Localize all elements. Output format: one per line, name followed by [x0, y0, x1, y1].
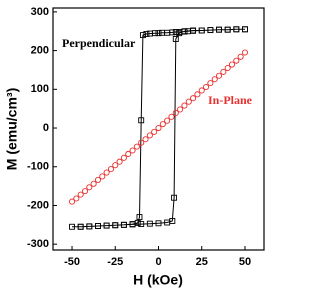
x-tick-label: 0 [155, 256, 161, 268]
point [155, 220, 162, 227]
point [146, 30, 153, 37]
point [203, 83, 210, 91]
point [139, 32, 146, 39]
point [143, 30, 150, 37]
point [242, 26, 248, 33]
point [155, 124, 162, 132]
y-tick-label: 300 [31, 6, 49, 18]
point [103, 222, 110, 229]
point [224, 26, 231, 33]
point [159, 121, 166, 128]
y-tick-label: -200 [27, 199, 49, 211]
x-axis-title: H (kOe) [133, 272, 183, 288]
y-tick-label: 0 [43, 122, 49, 134]
point [181, 28, 188, 35]
point [233, 57, 240, 64]
point [190, 95, 197, 102]
point [168, 113, 175, 120]
point [181, 102, 188, 109]
point [129, 147, 136, 154]
point [159, 29, 165, 36]
point [151, 128, 158, 135]
point [129, 221, 136, 228]
x-tick-label: 25 [196, 256, 208, 268]
point [224, 64, 231, 72]
point [171, 194, 178, 201]
point [120, 221, 127, 228]
x-tick-label: -50 [64, 256, 80, 268]
y-tick-label: 200 [31, 44, 49, 56]
point [207, 27, 214, 34]
point [215, 72, 223, 79]
point [69, 223, 75, 230]
point [68, 198, 76, 205]
point [133, 143, 140, 150]
point [86, 184, 93, 191]
point [99, 173, 106, 180]
plot-frame [52, 7, 265, 251]
y-axis-title: M (emu/cm³) [4, 88, 20, 170]
point [138, 221, 145, 228]
chart: H (kOe) M (emu/cm³) -300 -200 -100 0 100 200 3… [4, 6, 265, 288]
y-tick-label: 100 [31, 83, 49, 95]
point [103, 169, 110, 176]
point [172, 29, 179, 35]
point [207, 80, 214, 87]
point [138, 117, 145, 124]
point [77, 191, 84, 198]
point [112, 162, 119, 169]
point [211, 76, 218, 83]
point [237, 53, 244, 60]
point [86, 223, 93, 230]
point [146, 132, 153, 139]
point [116, 158, 123, 165]
point [146, 220, 153, 227]
y-tick-label: -300 [27, 238, 49, 250]
point [81, 188, 89, 195]
point [77, 223, 84, 230]
point [138, 139, 145, 146]
series-line [72, 28, 245, 228]
point [125, 150, 132, 158]
point [177, 106, 184, 113]
x-tick-label: 50 [239, 256, 251, 268]
point [198, 27, 205, 34]
point [194, 91, 201, 98]
point [155, 30, 162, 37]
point [241, 49, 249, 56]
point [107, 166, 114, 173]
x-tick-label: -25 [107, 256, 123, 268]
point [95, 223, 101, 229]
point [198, 87, 205, 94]
point [112, 222, 119, 229]
annotation: Perpendicular [62, 36, 136, 50]
point [220, 68, 227, 75]
point [169, 218, 176, 224]
annotation: In-Plane [208, 93, 253, 107]
point [172, 109, 179, 116]
point [164, 117, 171, 124]
point [73, 195, 80, 202]
point [233, 26, 240, 33]
point [142, 136, 149, 143]
point [90, 180, 97, 187]
point [190, 27, 197, 34]
point [120, 154, 127, 161]
point [216, 26, 222, 33]
y-tick-label: -100 [27, 161, 49, 173]
point [228, 61, 236, 68]
point [172, 36, 179, 42]
point [94, 176, 102, 183]
point [185, 98, 192, 105]
point [136, 214, 143, 221]
